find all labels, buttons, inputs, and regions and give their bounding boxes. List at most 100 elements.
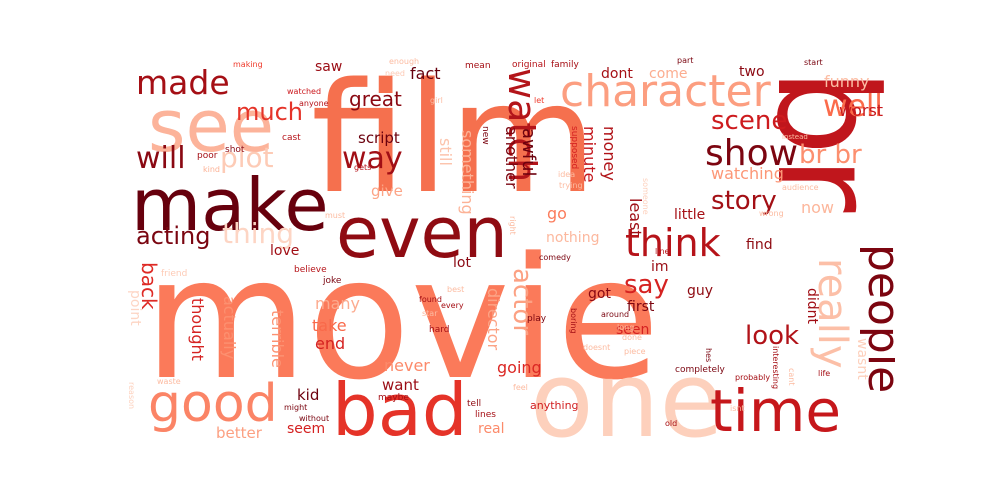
word-thats: wasnt xyxy=(854,338,870,380)
word-mean: need xyxy=(385,69,405,78)
word-dont: dont xyxy=(601,66,633,82)
word-play: hard xyxy=(429,325,450,335)
word-think: think xyxy=(625,221,721,265)
word-look: look xyxy=(745,321,800,351)
word-make: make xyxy=(131,163,329,247)
word-around: boring xyxy=(569,308,578,334)
word-poor: believe xyxy=(294,265,327,275)
word-many: many xyxy=(315,294,360,313)
word-lot: lot xyxy=(453,255,471,271)
word-best: line xyxy=(655,247,670,256)
word-doesnt: long xyxy=(617,323,635,332)
word-feel: maybe xyxy=(378,393,409,403)
word-cloud: movie film br one make see even bad time… xyxy=(127,48,895,441)
word-shot: poor xyxy=(197,151,218,161)
word-movie: movie xyxy=(144,221,660,417)
word-start: part xyxy=(677,56,694,65)
word-thought: thought xyxy=(188,298,207,361)
word-point: point xyxy=(127,290,143,326)
word-plot: plot xyxy=(220,141,274,174)
word-cast: shot xyxy=(225,145,245,155)
word-fact: fact xyxy=(410,64,441,83)
word-two: two xyxy=(739,64,765,80)
word-little: little xyxy=(674,207,706,223)
word-enough: anyone xyxy=(299,99,329,108)
word-well: well xyxy=(823,89,883,124)
word-star: found xyxy=(419,295,442,304)
word-cant: life xyxy=(818,369,831,378)
word-never: never xyxy=(384,356,430,375)
word-made: made xyxy=(136,63,230,102)
word-must: gets xyxy=(354,163,372,172)
word-better: better xyxy=(216,424,262,441)
word-script: script xyxy=(358,129,400,147)
word-going: going xyxy=(497,358,542,377)
word-idea: supposed xyxy=(569,126,579,170)
word-first: first xyxy=(627,299,655,315)
word-audience: someone xyxy=(641,178,650,215)
word-didnt: didnt xyxy=(804,288,820,325)
word-now: now xyxy=(801,198,835,217)
word-story: story xyxy=(711,186,777,216)
word-still: still xyxy=(436,138,455,166)
word-joke: anything xyxy=(530,399,579,412)
word-seem: seem xyxy=(287,421,326,437)
word-film: film xyxy=(311,50,598,227)
word-kind: cast xyxy=(282,133,301,143)
word-done: around xyxy=(601,310,630,319)
word-girl: family xyxy=(551,60,579,70)
word-bad: bad xyxy=(332,368,468,441)
word-see: see xyxy=(148,84,275,168)
word-worst: worst xyxy=(839,101,884,120)
word-wrong: audience xyxy=(782,183,819,192)
word-maybe: piece xyxy=(624,347,646,356)
word-need: enough xyxy=(389,57,420,66)
word-might: feel xyxy=(513,383,528,392)
word-character: character xyxy=(560,66,771,117)
word-say: say xyxy=(624,270,669,300)
word-give: give xyxy=(371,182,403,200)
word-funny: funny xyxy=(824,72,870,91)
word-time: time xyxy=(710,377,842,441)
word-nothing: nothing xyxy=(546,230,600,246)
word-find: find xyxy=(746,237,773,253)
word-minute: minute xyxy=(580,126,599,183)
word-real: real xyxy=(478,421,505,437)
word-go: go xyxy=(547,204,567,223)
word-anyone: watched xyxy=(287,87,322,96)
word-awful: awful xyxy=(518,128,539,177)
word-right: wrong xyxy=(759,209,784,218)
word-come: come xyxy=(649,66,688,82)
word-one: one xyxy=(530,339,724,441)
word-seen: seen xyxy=(616,322,650,338)
word-completely: reason xyxy=(127,382,136,410)
word-piece: doesnt xyxy=(583,343,611,352)
word-anything: tell xyxy=(467,399,482,409)
word-actually: actually xyxy=(220,296,239,360)
word-let: girl xyxy=(430,96,443,105)
word-friend: joke xyxy=(323,276,342,286)
word-good: good xyxy=(148,374,278,434)
word-found: every xyxy=(441,301,464,310)
word-saw: saw xyxy=(315,59,343,75)
word-family: original xyxy=(512,60,546,70)
word-line: comedy xyxy=(539,253,571,262)
word-long: done xyxy=(622,333,642,342)
word-end: end xyxy=(315,334,346,353)
word-probably: interesting xyxy=(771,346,780,390)
word-new: start xyxy=(804,58,823,67)
word-kid: kid xyxy=(297,386,320,404)
word-actor: actor xyxy=(507,268,537,336)
word-boring: play xyxy=(527,314,547,324)
word-hes: completely xyxy=(675,365,725,375)
word-way: way xyxy=(342,141,403,176)
word-someone: instead xyxy=(782,133,808,141)
word-isnt: probably xyxy=(735,373,771,382)
word-old: cant xyxy=(787,368,796,386)
word-trying: idea xyxy=(558,170,576,179)
word-without: might xyxy=(284,403,308,412)
word-life: isnt xyxy=(730,404,745,413)
word-watched: making xyxy=(233,60,263,69)
word-guy: guy xyxy=(687,283,714,299)
word-original: mean xyxy=(465,61,491,71)
